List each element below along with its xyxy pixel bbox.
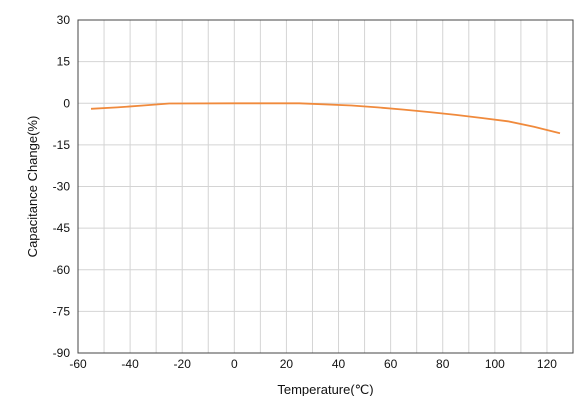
y-tick-label: 0 xyxy=(63,96,70,110)
x-tick-label: -20 xyxy=(174,357,192,371)
y-axis-label: Capacitance Change(%) xyxy=(25,116,40,258)
x-tick-label: 100 xyxy=(485,357,505,371)
x-axis-label: Temperature(℃) xyxy=(277,382,373,396)
grid xyxy=(77,19,574,354)
x-tick-label: 40 xyxy=(332,357,346,371)
x-tick-label: 0 xyxy=(231,357,238,371)
y-tick-label: -60 xyxy=(53,263,71,277)
y-tick-label: -45 xyxy=(53,221,71,235)
series-line xyxy=(90,102,561,135)
x-tick-label: 20 xyxy=(280,357,294,371)
y-tick-label: -15 xyxy=(53,138,71,152)
y-tick-label: -90 xyxy=(53,346,71,360)
y-tick-label: 30 xyxy=(57,13,71,27)
x-tick-label: 60 xyxy=(384,357,398,371)
y-tick-label: 15 xyxy=(57,55,71,69)
x-tick-label: -40 xyxy=(121,357,139,371)
x-tick-label: 80 xyxy=(436,357,450,371)
plot-frame xyxy=(77,19,574,354)
x-tick-label: -60 xyxy=(69,357,87,371)
y-tick-label: -75 xyxy=(53,304,71,318)
tick-labels: -60 -40 -20 0 20 40 60 80 100 120 30 15 0 -15 -30 -45 -6… xyxy=(53,13,558,371)
y-tick-label: -30 xyxy=(53,180,71,194)
x-tick-label: 120 xyxy=(537,357,557,371)
